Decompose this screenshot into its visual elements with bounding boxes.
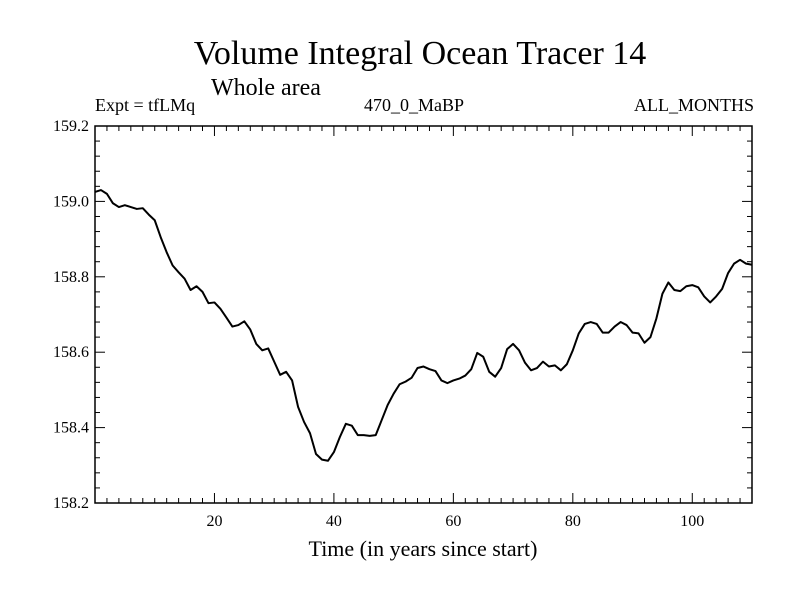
x-tick-label: 80	[565, 513, 581, 530]
axis-ticks	[95, 126, 752, 503]
y-tick-label: 158.8	[53, 269, 89, 286]
y-tick-label: 158.6	[53, 344, 89, 361]
header-right-months: ALL_MONTHS	[634, 95, 754, 115]
header-left-experiment: Expt = tfLMq	[95, 95, 195, 115]
series-line	[94, 189, 753, 462]
chart-subtitle: Whole area	[211, 75, 321, 101]
tick-labels: 20 40 60 80 100 158.2 158.4 158.6 158.8 159.0 159.…	[53, 118, 704, 530]
series-group	[94, 189, 753, 462]
y-tick-label: 158.2	[53, 495, 89, 512]
x-tick-label: 40	[326, 513, 342, 530]
y-tick-label: 159.2	[53, 118, 89, 135]
x-tick-label: 100	[680, 513, 704, 530]
header-center-period: 470_0_MaBP	[364, 95, 464, 115]
x-tick-label: 60	[445, 513, 461, 530]
chart-title: Volume Integral Ocean Tracer 14	[194, 35, 647, 72]
y-tick-label: 158.4	[53, 420, 89, 437]
plot-frame	[94, 125, 753, 504]
x-axis-label: Time (in years since start)	[309, 536, 538, 561]
y-tick-label: 159.0	[53, 193, 89, 210]
x-tick-label: 20	[206, 513, 222, 530]
